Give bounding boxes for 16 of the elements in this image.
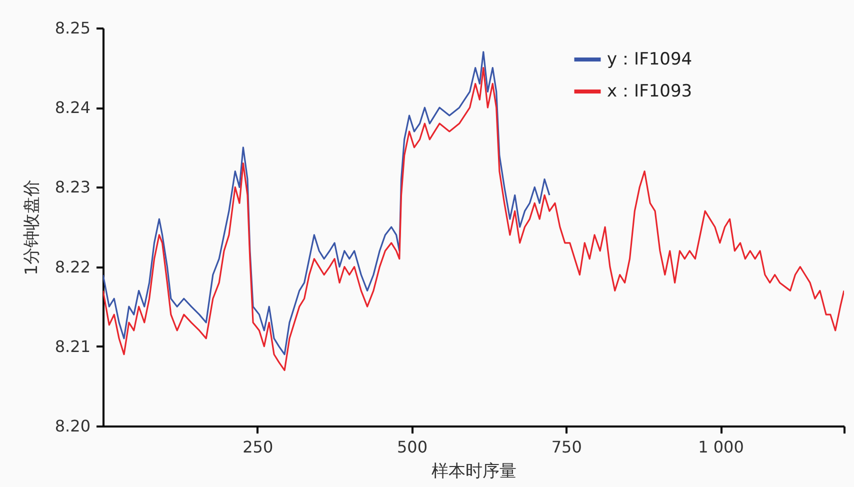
- y-tick-label: 8.21: [54, 336, 90, 356]
- x-axis-title: 样本时序量: [432, 462, 516, 482]
- x-tick-label: 500: [396, 438, 428, 456]
- y-tick-label: 8.25: [54, 18, 90, 38]
- line-series: [103, 67, 844, 372]
- x-tick-label: 750: [551, 438, 582, 456]
- x-tick-label: 1 000: [698, 438, 744, 456]
- y-tick-label: 8.24: [54, 98, 90, 118]
- y-tick-label: 8.22: [54, 257, 90, 276]
- legend-label: x：IF1093: [607, 82, 692, 102]
- y-axis-title: 1分钟收盘价: [22, 180, 42, 276]
- y-tick-label: 8.23: [54, 178, 90, 197]
- x-tick-label: 250: [242, 438, 274, 456]
- line-series: [103, 51, 550, 356]
- y-tick-label: 8.20: [54, 416, 90, 436]
- legend-label: y：IF1094: [607, 50, 692, 70]
